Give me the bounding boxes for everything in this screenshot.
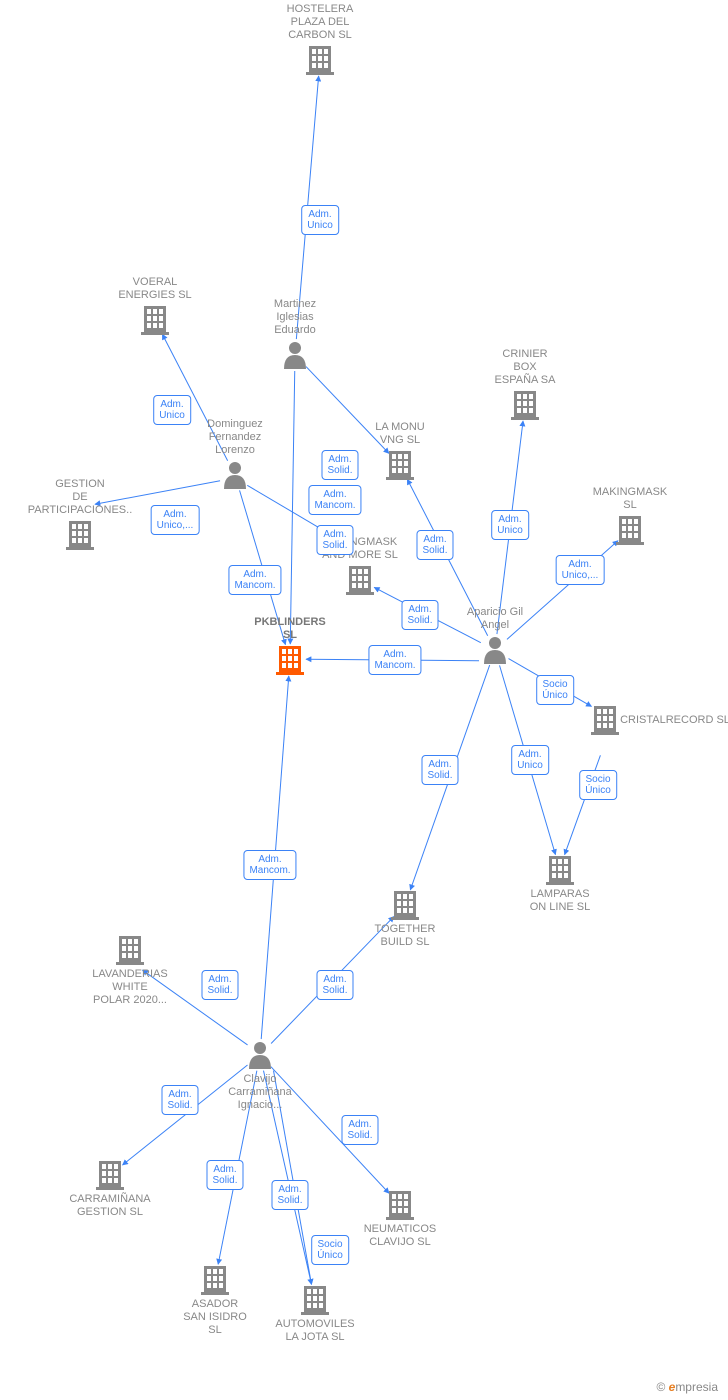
diagram-canvas [0,0,728,1400]
footer-copyright: © empresia [656,1380,718,1394]
